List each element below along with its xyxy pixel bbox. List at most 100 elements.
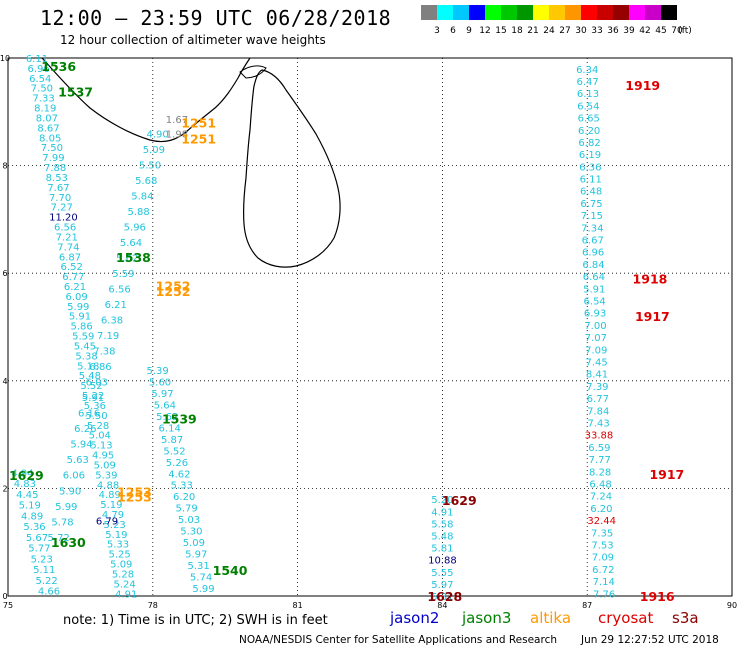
wave-height-value: 5.24 [113, 579, 135, 590]
wave-height-value: 7.34 [581, 223, 603, 234]
wave-height-value: 6.14 [159, 423, 181, 434]
wave-height-value: 5.91 [82, 393, 104, 404]
wave-height-value: 5.23 [31, 554, 53, 565]
wave-height-value: 10.88 [428, 556, 457, 567]
wave-height-value: 6.56 [54, 223, 76, 234]
wave-height-value: 4.91 [431, 507, 453, 518]
wave-height-value: 5.52 [163, 446, 185, 457]
wave-height-value: 6.20 [173, 492, 195, 503]
scale-label: 15 [495, 26, 507, 36]
wave-height-value: 7.15 [581, 211, 603, 222]
pass-time-label: 1628 [427, 589, 462, 604]
wave-height-value: 7.50 [41, 143, 63, 154]
wave-height-value: 7.77 [589, 455, 611, 466]
wave-height-value: 5.94 [70, 440, 92, 451]
wave-height-value: 7.74 [57, 242, 79, 253]
scale-label: 39 [623, 26, 635, 36]
wave-height-value: 6.72 [592, 565, 614, 576]
pass-time-label: 1536 [41, 59, 76, 74]
wave-height-value: 5.91 [583, 284, 605, 295]
scale-swatch [661, 5, 677, 20]
wave-height-value: 5.63 [67, 455, 89, 466]
wave-height-value: 5.19 [19, 501, 41, 512]
wave-height-value: 5.36 [84, 401, 106, 412]
wave-height-value: 5.30 [180, 527, 202, 538]
wave-height-value: 5.79 [175, 504, 197, 515]
scale-label: 21 [527, 26, 539, 36]
wave-height-value: 7.99 [42, 153, 64, 164]
wave-height-value: 6.65 [578, 114, 600, 125]
scale-swatch [469, 5, 485, 20]
wave-height-value: 6.77 [587, 394, 609, 405]
scale-swatch [453, 5, 469, 20]
wave-height-value: 6.47 [576, 77, 598, 88]
x-tick-label: 78 [148, 601, 158, 610]
wave-height-value: 5.60 [149, 378, 171, 389]
scale-label: 36 [607, 26, 619, 36]
wave-height-value: 5.20 [431, 495, 453, 506]
wave-height-value: 5.90 [59, 486, 81, 497]
wave-height-value: 6.36 [579, 162, 601, 173]
wave-height-value: 6.03 [86, 378, 108, 389]
wave-height-value: 5.26 [166, 458, 188, 469]
wave-height-value: 7.45 [585, 358, 607, 369]
wave-height-value: 4.89 [99, 490, 121, 501]
wave-height-value: 7.33 [32, 94, 54, 105]
pass-time-label: 1252 [156, 279, 191, 294]
legend-cryosat: cryosat [598, 609, 654, 627]
wave-height-value: 5.33 [171, 481, 193, 492]
y-tick-label: 2 [2, 484, 7, 493]
wave-height-value: 5.99 [55, 502, 77, 513]
wave-height-value: 5.52 [80, 381, 102, 392]
wave-height-value: 5.09 [183, 538, 205, 549]
wave-height-value: 5.22 [82, 391, 104, 402]
wave-height-value: 6.06 [63, 471, 85, 482]
wave-height-value: 4.83 [14, 479, 36, 490]
scale-swatch [597, 5, 613, 20]
wave-height-value: 7.67 [47, 183, 69, 194]
y-tick-label: 6 [2, 269, 7, 278]
wave-height-value: 5.99 [192, 584, 214, 595]
wave-height-value: 6.16 [78, 409, 100, 420]
wave-height-value: 8.28 [589, 467, 611, 478]
wave-height-value: 5.58 [431, 519, 453, 530]
wave-height-value: 5.97 [431, 580, 453, 591]
pass-time-label: 1251 [181, 132, 216, 147]
x-tick-label: 84 [437, 601, 447, 610]
wave-height-value: 5.96 [124, 222, 146, 233]
wave-height-value: 6.84 [582, 260, 604, 271]
wave-height-value: 6.09 [66, 292, 88, 303]
wave-height-value: 7.88 [44, 163, 66, 174]
wave-height-value: 5.99 [67, 302, 89, 313]
wave-height-value: 5.19 [105, 530, 127, 541]
pass-time-label: 1919 [625, 78, 660, 93]
pass-time-label: 1252 [156, 284, 191, 299]
wave-height-value: 5.81 [431, 544, 453, 555]
y-tick-label: 8 [2, 162, 7, 171]
wave-height-value: 5.48 [431, 531, 453, 542]
wave-height-value: 6.11 [580, 175, 602, 186]
wave-height-value: 7.50 [31, 84, 53, 95]
scale-swatch [613, 5, 629, 20]
wave-height-value: 6.54 [584, 297, 606, 308]
wave-height-value: 5.28 [87, 421, 109, 432]
wave-height-value: 6.52 [61, 262, 83, 273]
wave-height-value: 5.33 [107, 540, 129, 551]
wave-height-value: 7.14 [593, 577, 615, 588]
wave-height-value: 8.41 [586, 370, 608, 381]
x-tick-label: 81 [293, 601, 303, 610]
wave-height-value: 5.62 [116, 253, 138, 264]
wave-height-value: 5.59 [112, 269, 134, 280]
legend-altika: altika [530, 609, 572, 627]
scale-swatch [549, 5, 565, 20]
wave-height-value: 6.48 [589, 480, 611, 491]
wave-height-value: 5.97 [185, 550, 207, 561]
x-tick-label: 87 [582, 601, 592, 610]
wave-height-value: 7.35 [591, 528, 613, 539]
wave-height-value: 11.20 [49, 213, 78, 224]
y-tick-label: 4 [2, 377, 7, 386]
wave-height-value: 5.28 [112, 569, 134, 580]
wave-height-value: 4.66 [38, 587, 60, 598]
wave-height-value: 5.36 [23, 522, 45, 533]
